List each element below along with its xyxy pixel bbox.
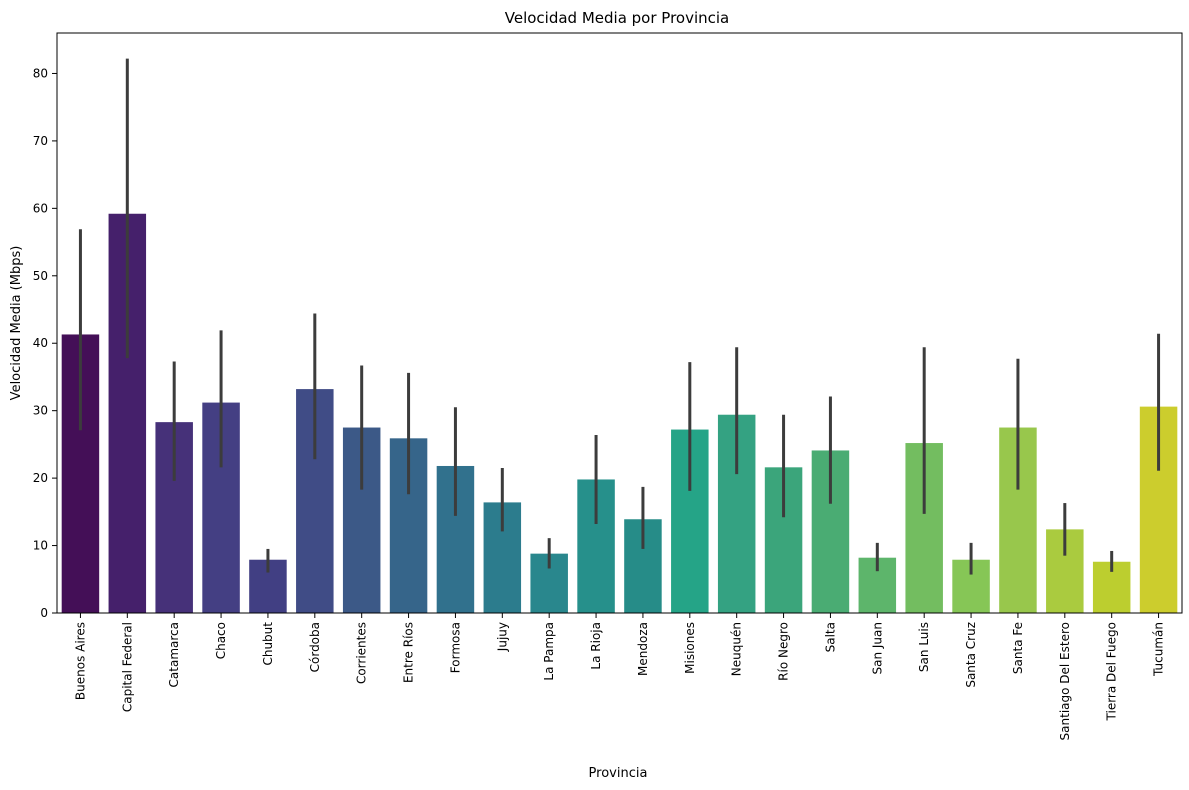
- x-tick-label: Córdoba: [308, 622, 322, 672]
- y-tick-label: 50: [33, 269, 48, 283]
- x-tick-label: Tierra Del Fuego: [1105, 622, 1119, 721]
- x-tick-label: Corrientes: [355, 622, 369, 684]
- y-tick-label: 70: [33, 134, 48, 148]
- chart-title: Velocidad Media por Provincia: [505, 9, 730, 27]
- x-tick-label: Entre Ríos: [402, 622, 416, 683]
- x-tick-label: Neuquén: [730, 622, 744, 676]
- x-tick-label: Chubut: [261, 622, 275, 666]
- y-tick-label: 80: [33, 66, 48, 80]
- x-tick-label: Santiago Del Estero: [1058, 622, 1072, 740]
- error-bars-layer: [78, 58, 1161, 575]
- x-tick-label: San Juan: [870, 622, 884, 675]
- y-tick-label: 10: [33, 539, 48, 553]
- y-tick-label: 0: [40, 606, 48, 620]
- x-tick-label: Mendoza: [636, 622, 650, 676]
- y-tick-label: 60: [33, 201, 48, 215]
- y-axis: 0 10 20 30 40 50 60 70 80: [33, 66, 57, 620]
- y-tick-label: 20: [33, 471, 48, 485]
- x-tick-label: Salta: [823, 622, 837, 652]
- plot-frame: [56, 32, 1183, 614]
- x-tick-label: Tucumán: [1152, 622, 1166, 677]
- x-tick-label: Misiones: [683, 622, 697, 674]
- x-tick-label: Santa Cruz: [964, 622, 978, 688]
- x-tick-label: Formosa: [448, 622, 462, 673]
- x-axis-label: Provincia: [589, 766, 648, 781]
- x-axis: Buenos Aires Capital Federal Catamarca Chac…: [73, 613, 1166, 740]
- bars-layer: [61, 213, 1178, 613]
- x-tick-label: Santa Fe: [1011, 622, 1025, 674]
- x-tick-label: La Pampa: [542, 622, 556, 681]
- y-tick-label: 40: [33, 336, 48, 350]
- y-axis-label: Velocidad Media (Mbps): [9, 246, 24, 401]
- x-tick-label: Catamarca: [167, 622, 181, 687]
- x-tick-label: San Luis: [917, 622, 931, 672]
- x-tick-label: Río Negro: [777, 622, 791, 681]
- x-tick-label: Buenos Aires: [73, 622, 87, 700]
- y-tick-label: 30: [33, 404, 48, 418]
- x-tick-label: Chaco: [214, 622, 228, 659]
- x-tick-label: La Rioja: [589, 622, 603, 670]
- x-tick-label: Capital Federal: [120, 622, 134, 712]
- x-tick-label: Jujuy: [495, 622, 509, 652]
